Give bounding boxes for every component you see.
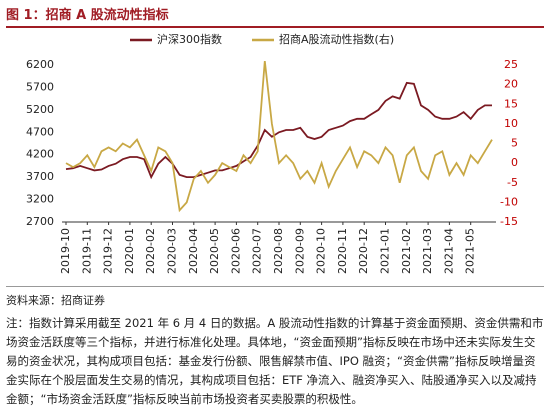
y2-tick-label: -15 xyxy=(500,215,518,228)
y-tick-label: 6200 xyxy=(26,58,54,71)
separator xyxy=(6,286,544,287)
x-tick-label: 2019-12 xyxy=(102,228,115,274)
x-tick-label: 2021-05 xyxy=(464,228,477,274)
x-tick-label: 2021-04 xyxy=(442,228,455,274)
series-line xyxy=(65,81,492,180)
x-tick-label: 2020-01 xyxy=(123,228,136,274)
page: 图 1：招商 A 股流动性指标 2700 3200 3700 4200 4700 5200… xyxy=(6,4,544,406)
x-tick-label: 2020-07 xyxy=(251,228,264,274)
chart: 27003200370042004700520057006200-15-10-5… xyxy=(26,32,518,274)
y2-tick-label: -10 xyxy=(500,195,518,208)
series-line xyxy=(65,60,493,213)
y-tick-label: 5200 xyxy=(26,103,54,116)
x-tick-label: 2021-02 xyxy=(400,228,413,274)
y-tick-label: 5700 xyxy=(26,80,54,93)
y2-tick-label: 5 xyxy=(511,137,518,150)
x-tick-label: 2020-03 xyxy=(166,228,179,274)
x-tick-label: 2020-02 xyxy=(144,228,157,274)
x-tick-label: 2019-10 xyxy=(59,228,72,274)
legend-label: 招商A股流动性指数(右) xyxy=(279,32,394,46)
y-tick-label: 4700 xyxy=(26,125,54,138)
x-tick-label: 2020-04 xyxy=(187,228,200,274)
x-tick-label: 2019-11 xyxy=(80,228,93,274)
x-tick-label: 2021-01 xyxy=(379,228,392,274)
x-tick-label: 2020-08 xyxy=(272,228,285,274)
source: 资料来源：招商证券 xyxy=(6,294,105,307)
chart-title: 图 1：招商 A 股流动性指标 xyxy=(6,4,544,28)
x-tick-label: 2021-03 xyxy=(421,228,434,274)
legend-label: 沪深300指数 xyxy=(157,32,222,46)
x-tick-label: 2020-05 xyxy=(208,228,221,274)
x-tick-label: 2020-11 xyxy=(336,228,349,274)
y-tick-label: 2700 xyxy=(26,215,54,228)
note: 注：指数计算采用截至 2021 年 6 月 4 日的数据。A 股流动性指数的计算… xyxy=(6,316,544,406)
y2-tick-label: 10 xyxy=(504,117,518,130)
y-tick-label: 3700 xyxy=(26,170,54,183)
x-tick-label: 2020-06 xyxy=(229,228,242,274)
y2-tick-label: 15 xyxy=(504,97,518,110)
y2-tick-label: 0 xyxy=(511,156,518,169)
y2-tick-label: 20 xyxy=(504,78,518,91)
x-tick-label: 2020-12 xyxy=(357,228,370,274)
x-tick-label: 2020-09 xyxy=(293,228,306,274)
y2-tick-label: 25 xyxy=(504,58,518,71)
y-tick-label: 3200 xyxy=(26,193,54,206)
y2-tick-label: -5 xyxy=(507,176,518,189)
x-tick-label: 2020-10 xyxy=(315,228,328,274)
y-tick-label: 4200 xyxy=(26,148,54,161)
